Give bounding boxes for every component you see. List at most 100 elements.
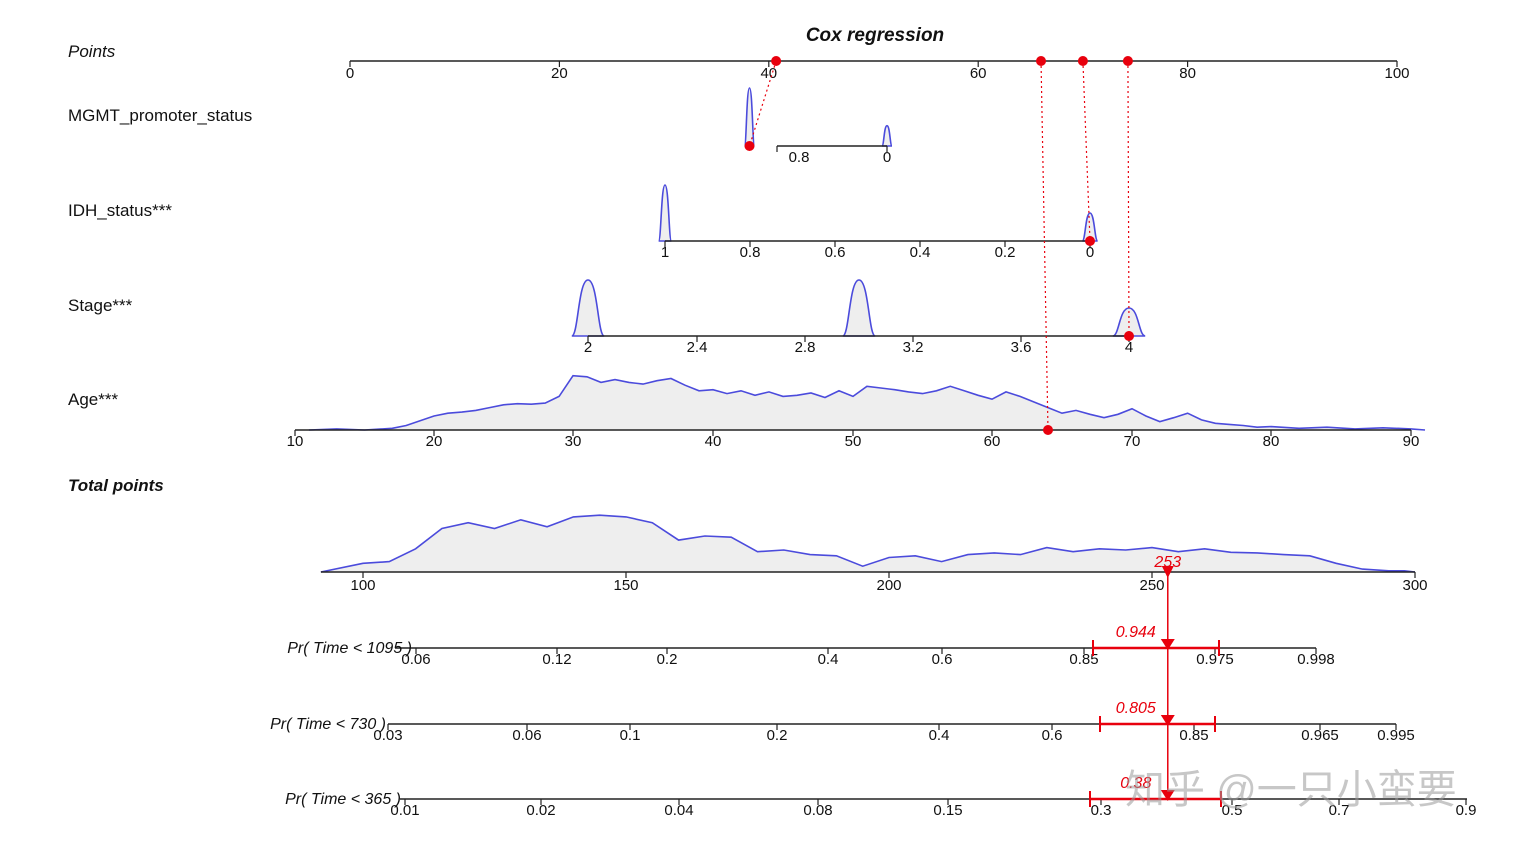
variable-tick-label: 1 <box>661 244 669 261</box>
probability-tick-label: 0.04 <box>664 802 693 819</box>
density-peak <box>841 279 877 337</box>
probability-tick-label: 0.2 <box>767 727 788 744</box>
density-curve <box>308 374 1426 431</box>
probability-tick-label: 0.3 <box>1091 802 1112 819</box>
probability-tick-label: 0.2 <box>657 651 678 668</box>
probability-axis-label: Pr( Time < 730 ) <box>270 716 386 733</box>
highlight-layer: 253 0.944 0.805 0.38 <box>744 56 1222 807</box>
variable-tick-label: 0.8 <box>740 244 761 261</box>
variable-tick-label: 3.6 <box>1011 339 1032 356</box>
probability-tick-label: 0.975 <box>1196 651 1234 668</box>
probability-marker <box>1160 790 1175 801</box>
total-points-label: Total points <box>68 476 164 495</box>
total-points-marker <box>1161 566 1174 578</box>
variable-tick-label: 0.4 <box>910 244 931 261</box>
variable-tick-label: 0 <box>883 149 891 166</box>
points-axis-tick-label: 0 <box>346 65 354 82</box>
variable-tick-label: 80 <box>1263 433 1280 450</box>
probability-marker <box>1160 639 1175 650</box>
probability-tick-label: 0.02 <box>526 802 555 819</box>
points-axis-tick-label: 100 <box>1384 65 1409 82</box>
probability-tick-label: 0.965 <box>1301 727 1339 744</box>
density-peak <box>743 87 756 147</box>
variable-tick-label: 90 <box>1403 433 1420 450</box>
variable-tick-label: 3.2 <box>903 339 924 356</box>
selection-link-line <box>1040 60 1049 431</box>
probability-tick-label: 0.85 <box>1179 727 1208 744</box>
points-marker <box>771 56 782 66</box>
variable-tick-label: 2.8 <box>795 339 816 356</box>
total-density-area <box>320 515 1415 572</box>
probability-tick-label: 0.1 <box>620 727 641 744</box>
variable-tick-label: 2.4 <box>687 339 708 356</box>
probability-tick-label: 0.6 <box>932 651 953 668</box>
variable-label: IDH_status*** <box>68 201 172 220</box>
chart-title: Cox regression <box>806 25 944 46</box>
density-area <box>308 375 1425 430</box>
variable-tick-label: 0.6 <box>825 244 846 261</box>
selected-value-marker <box>1124 331 1134 341</box>
axes-layer <box>294 60 1467 805</box>
selection-link-line <box>1127 60 1130 337</box>
variable-tick-label: 0 <box>1086 244 1094 261</box>
watermark-text: 知乎 @一只小蛮要 <box>1125 768 1457 812</box>
points-axis-tick-label: 60 <box>970 65 987 82</box>
probability-axis-label: Pr( Time < 1095 ) <box>287 640 412 657</box>
variable-tick-label: 40 <box>705 433 722 450</box>
density-peak <box>570 279 606 337</box>
probability-axis-label: Pr( Time < 365 ) <box>285 791 401 808</box>
points-axis-tick-label: 80 <box>1179 65 1196 82</box>
variable-tick-label: 2 <box>584 339 592 356</box>
probability-tick-label: 0.998 <box>1297 651 1335 668</box>
probability-tick-label: 0.9 <box>1456 802 1477 819</box>
density-peak <box>881 124 893 147</box>
variable-tick-label: 0.8 <box>789 149 810 166</box>
points-marker <box>1036 56 1047 66</box>
variable-tick-label: 20 <box>426 433 443 450</box>
probability-tick-label: 0.12 <box>542 651 571 668</box>
variable-label: MGMT_promoter_status <box>68 106 252 125</box>
selection-link-line <box>1082 60 1091 242</box>
selected-value-marker <box>744 141 755 151</box>
probability-value: 0.38 <box>1120 775 1151 792</box>
variable-tick-label: 70 <box>1124 433 1141 450</box>
probability-value: 0.944 <box>1116 624 1156 641</box>
variable-label: Age*** <box>68 390 118 409</box>
total-tick-label: 200 <box>876 577 901 594</box>
probability-value: 0.805 <box>1116 700 1156 717</box>
variable-tick-label: 0.2 <box>995 244 1016 261</box>
total-tick-label: 150 <box>613 577 638 594</box>
selected-value-marker <box>1043 425 1053 435</box>
total-tick-label: 300 <box>1402 577 1427 594</box>
points-marker <box>1122 56 1133 66</box>
total-density-curve <box>320 514 1416 573</box>
probability-tick-label: 0.4 <box>818 651 839 668</box>
density-layer <box>308 87 1426 573</box>
variable-tick-label: 10 <box>287 433 304 450</box>
probability-tick-label: 0.4 <box>929 727 950 744</box>
variable-label: Stage*** <box>68 296 133 315</box>
probability-tick-label: 0.01 <box>390 802 419 819</box>
probability-tick-label: 0.15 <box>933 802 962 819</box>
variable-tick-label: 60 <box>984 433 1001 450</box>
probability-tick-label: 0.6 <box>1042 727 1063 744</box>
total-points-value: 253 <box>1153 554 1181 571</box>
total-tick-label: 250 <box>1139 577 1164 594</box>
probability-tick-label: 0.06 <box>512 727 541 744</box>
selected-value-marker <box>1085 236 1095 246</box>
probability-tick-label: 0.5 <box>1222 802 1243 819</box>
variable-tick-label: 30 <box>565 433 582 450</box>
probability-tick-label: 0.995 <box>1377 727 1415 744</box>
variable-tick-label: 4 <box>1125 339 1133 356</box>
points-axis-tick-label: 20 <box>551 65 568 82</box>
probability-tick-label: 0.03 <box>373 727 402 744</box>
variable-tick-label: 50 <box>845 433 862 450</box>
points-marker <box>1077 56 1088 66</box>
probability-marker <box>1160 715 1175 726</box>
points-axis-tick-label: 40 <box>760 65 777 82</box>
points-axis-label: Points <box>68 42 116 61</box>
total-tick-label: 100 <box>350 577 375 594</box>
density-peak <box>657 184 673 242</box>
